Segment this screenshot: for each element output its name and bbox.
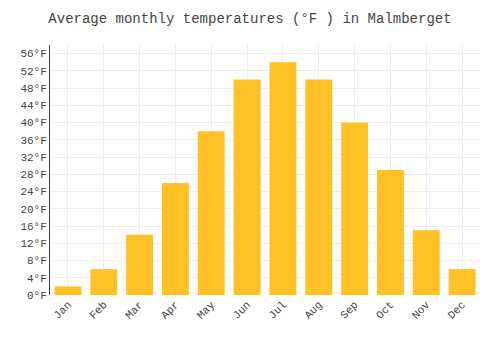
svg-text:24°F: 24°F xyxy=(20,186,46,198)
svg-text:52°F: 52°F xyxy=(20,66,46,78)
svg-text:4°F: 4°F xyxy=(27,273,47,285)
svg-text:Apr: Apr xyxy=(159,299,181,321)
svg-text:Dec: Dec xyxy=(446,299,468,321)
svg-text:Jun: Jun xyxy=(231,299,253,321)
svg-text:16°F: 16°F xyxy=(20,221,46,233)
svg-text:48°F: 48°F xyxy=(20,83,46,95)
svg-text:56°F: 56°F xyxy=(20,48,46,60)
svg-text:Nov: Nov xyxy=(410,299,433,322)
svg-text:0°F: 0°F xyxy=(27,290,47,302)
svg-text:Average monthly temperatures (: Average monthly temperatures (°F ) in Ma… xyxy=(48,11,451,27)
svg-text:12°F: 12°F xyxy=(20,238,46,250)
svg-text:28°F: 28°F xyxy=(20,169,46,181)
svg-text:Jan: Jan xyxy=(51,299,73,321)
svg-text:32°F: 32°F xyxy=(20,152,46,164)
svg-text:Jul: Jul xyxy=(266,299,288,321)
svg-text:May: May xyxy=(195,299,218,322)
svg-text:44°F: 44°F xyxy=(20,100,46,112)
svg-text:Sep: Sep xyxy=(338,299,360,321)
svg-text:36°F: 36°F xyxy=(20,135,46,147)
svg-text:40°F: 40°F xyxy=(20,117,46,129)
svg-text:Aug: Aug xyxy=(302,299,324,321)
svg-text:Mar: Mar xyxy=(123,299,145,321)
svg-text:Feb: Feb xyxy=(87,299,109,321)
svg-text:8°F: 8°F xyxy=(27,255,47,267)
svg-text:20°F: 20°F xyxy=(20,204,46,216)
svg-text:Oct: Oct xyxy=(374,299,396,321)
